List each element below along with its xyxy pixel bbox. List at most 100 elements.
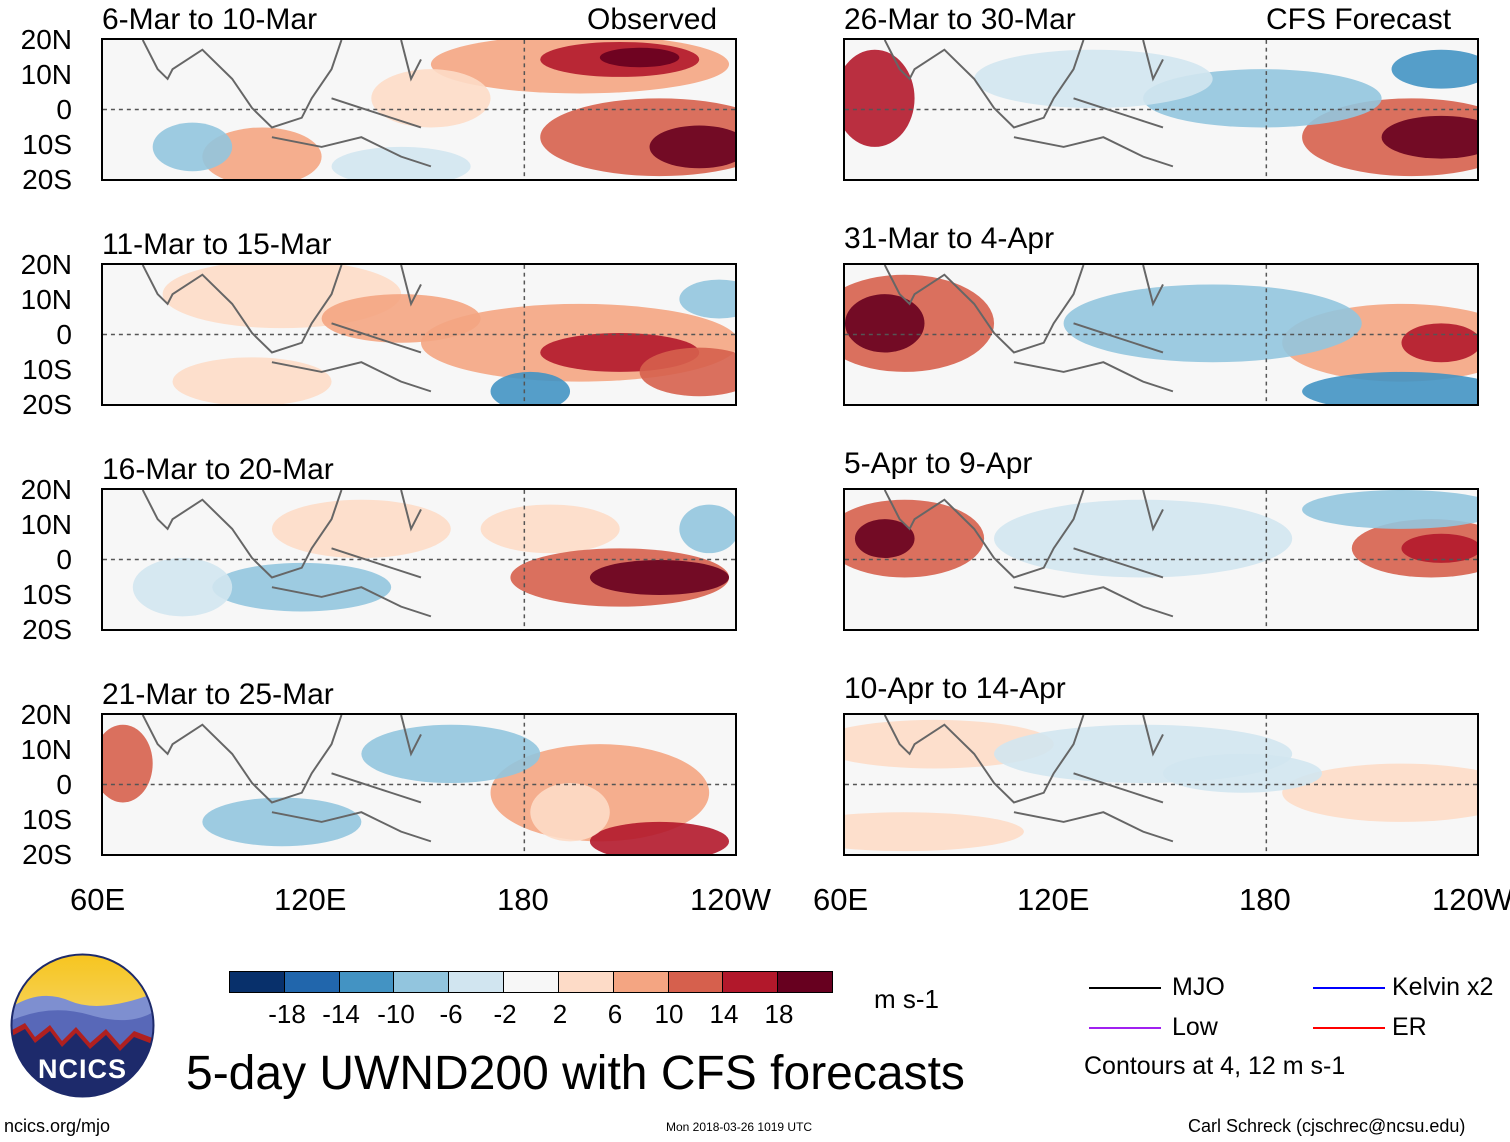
colorbar-swatch	[448, 971, 505, 993]
map-panel-obs-4	[101, 713, 737, 856]
anomaly-shade	[1401, 533, 1477, 563]
legend-line-mjo	[1089, 987, 1161, 989]
lat-label: 0	[56, 544, 72, 575]
colorbar-swatch	[612, 971, 669, 993]
lon-label: 180	[497, 882, 549, 917]
colorbar-label: 14	[709, 999, 739, 1029]
colorbar-swatch	[667, 971, 724, 993]
map-panel-fc-4	[843, 713, 1479, 856]
legend-label-er: ER	[1392, 1013, 1427, 1041]
map-panel-fc-1	[843, 38, 1479, 181]
ncics-logo-graphic	[10, 953, 155, 1098]
lon-label: 120W	[690, 882, 771, 917]
anomaly-shade	[679, 504, 735, 554]
anomaly-shade	[331, 146, 471, 179]
legend-label-low: Low	[1172, 1013, 1218, 1041]
colorbar-swatch	[393, 971, 450, 993]
coastline	[883, 490, 1174, 618]
observed-header: Observed	[587, 3, 718, 36]
legend-line-low	[1089, 1027, 1161, 1029]
colorbar-label: -6	[439, 999, 463, 1029]
anomaly-shade	[994, 499, 1293, 578]
lat-label: 10N	[20, 284, 72, 315]
anomaly-shade	[371, 69, 491, 128]
lat-label: 20N	[20, 249, 72, 280]
colorbar-label: 10	[654, 999, 684, 1029]
anomaly-shade	[152, 122, 233, 172]
anomaly-shade	[974, 49, 1213, 109]
panel-title-obs-2: 11-Mar to 15-Mar	[102, 228, 332, 261]
map-panel-obs-1	[101, 38, 737, 181]
lat-label: 10S	[22, 354, 72, 385]
anomaly-shade	[172, 357, 332, 404]
anomaly-shade	[639, 347, 735, 397]
anomaly-shade	[271, 499, 451, 559]
coastline	[141, 265, 432, 393]
map-panel-fc-2	[843, 263, 1479, 406]
anomaly-shade	[1063, 284, 1362, 363]
lon-label: 120E	[274, 882, 347, 917]
lon-label: 180	[1239, 882, 1291, 917]
anomaly-shade	[1391, 49, 1477, 89]
anomaly-shade	[845, 49, 915, 147]
panel-title-fc-2: 31-Mar to 4-Apr	[844, 222, 1055, 255]
anomaly-shade	[845, 294, 925, 353]
anomaly-shade	[845, 812, 1024, 852]
panel-title-fc-3: 5-Apr to 9-Apr	[844, 447, 1033, 480]
forecast-header: CFS Forecast	[1266, 3, 1452, 36]
anomaly-shade	[1381, 115, 1477, 159]
colorbar-label: -2	[493, 999, 517, 1029]
colorbar-swatch	[722, 971, 779, 993]
anomaly-shade	[679, 279, 735, 319]
logo-text: NCICS	[37, 1054, 127, 1084]
coastline	[141, 715, 432, 843]
lat-label: 20N	[20, 474, 72, 505]
colorbar-swatch	[777, 971, 833, 993]
anomaly-shade	[132, 558, 233, 617]
anomaly-shade	[589, 821, 730, 854]
lat-label: 10N	[20, 59, 72, 90]
coastline	[883, 40, 1174, 168]
anomaly-shade	[361, 724, 541, 784]
anomaly-shade	[212, 562, 392, 612]
colorbar-label: 2	[552, 999, 568, 1029]
legend-label-mjo: MJO	[1172, 973, 1225, 1001]
lat-label: 0	[56, 319, 72, 350]
colorbar-label: -10	[377, 999, 415, 1029]
lat-label: 20N	[20, 24, 72, 55]
colorbar-swatch	[338, 971, 395, 993]
lat-label: 0	[56, 769, 72, 800]
lat-label: 20N	[20, 699, 72, 730]
anomaly-shade	[649, 125, 735, 169]
colorbar-label: -14	[322, 999, 360, 1029]
anomaly-shade	[202, 797, 362, 847]
lon-label: 120W	[1432, 884, 1510, 915]
lat-label: 20S	[22, 839, 72, 870]
lat-label: 10S	[22, 804, 72, 835]
anomaly-shade	[1162, 753, 1322, 793]
coastline	[141, 40, 432, 168]
map-panel-obs-2	[101, 263, 737, 406]
colorbar-label: 6	[607, 999, 623, 1029]
panel-title-obs-4: 21-Mar to 25-Mar	[102, 678, 334, 711]
colorbar-units: m s-1	[874, 984, 939, 1014]
anomaly-shade	[1302, 371, 1477, 404]
lat-label: 10S	[22, 579, 72, 610]
map-panel-fc-3	[843, 488, 1479, 631]
panel-title-fc-1: 26-Mar to 30-Mar	[844, 3, 1076, 36]
anomaly-shade	[599, 47, 680, 68]
anomaly-shade	[103, 724, 153, 803]
colorbar-swatch	[283, 971, 340, 993]
figure-title: 5-day UWND200 with CFS forecasts	[186, 1047, 965, 1100]
anomaly-shade	[490, 371, 571, 404]
anomaly-shade	[589, 559, 730, 595]
lon-label: 120E	[1017, 882, 1090, 917]
colorbar-swatches	[229, 971, 833, 995]
lon-label: 60E	[70, 882, 126, 917]
legend-line-er	[1313, 1027, 1385, 1029]
legend-note: Contours at 4, 12 m s-1	[1084, 1052, 1346, 1080]
lon-label: 60E	[813, 882, 869, 917]
footer-url[interactable]: ncics.org/mjo	[4, 1116, 111, 1136]
colorbar-label: 18	[764, 999, 794, 1029]
lat-label: 20S	[22, 164, 72, 195]
